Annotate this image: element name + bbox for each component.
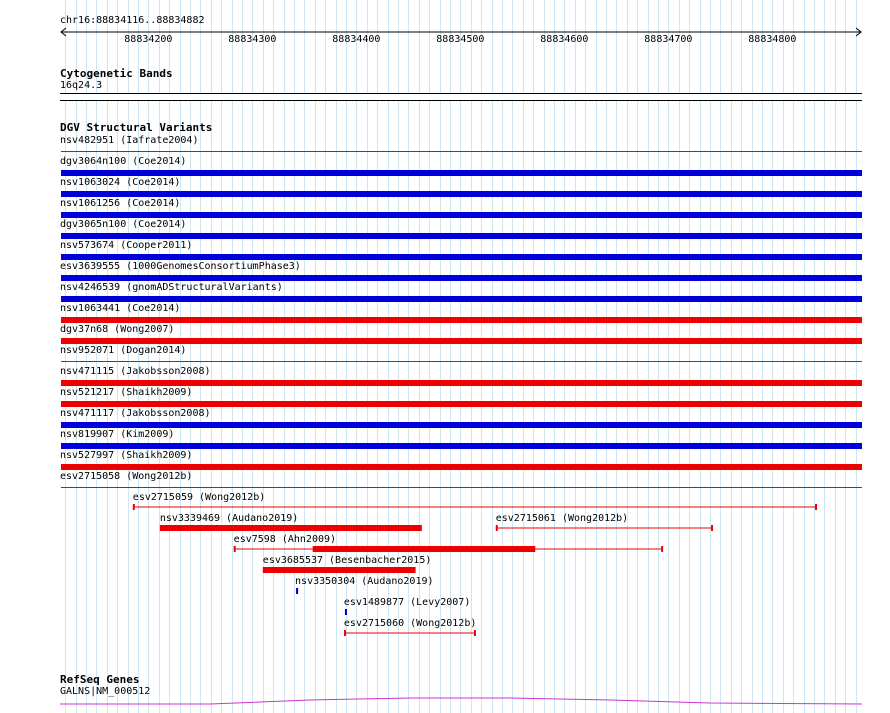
ruler-axis	[60, 27, 862, 37]
variant-label[interactable]: nsv1063441 (Coe2014)	[60, 303, 181, 314]
variant-glyph[interactable]	[61, 361, 862, 362]
variant-glyph[interactable]	[343, 630, 476, 636]
ruler-tick-label: 88834800	[748, 34, 797, 45]
variant-label[interactable]: nsv4246539 (gnomADStructuralVariants)	[60, 282, 283, 293]
variant-glyph[interactable]	[61, 338, 862, 344]
variant-glyph[interactable]	[233, 546, 664, 552]
variant-glyph[interactable]	[296, 588, 299, 594]
variant-label[interactable]: esv2715061 (Wong2012b)	[495, 513, 629, 524]
variant-glyph[interactable]	[61, 401, 862, 407]
variant-label[interactable]: nsv3350304 (Audano2019)	[295, 576, 434, 587]
variant-glyph[interactable]	[61, 191, 862, 197]
ruler-tick-label: 88834700	[644, 34, 693, 45]
variant-label[interactable]: nsv1061256 (Coe2014)	[60, 198, 181, 209]
variant-label[interactable]: nsv527997 (Shaikh2009)	[60, 450, 193, 461]
variant-label[interactable]: esv2715059 (Wong2012b)	[132, 492, 266, 503]
refseq-gene-label: GALNS|NM_000512	[60, 686, 151, 697]
variant-label[interactable]: nsv471117 (Jakobsson2008)	[60, 408, 211, 419]
ruler-tick-label: 88834500	[436, 34, 485, 45]
cytoband-label: 16q24.3	[60, 80, 103, 91]
variant-glyph[interactable]	[61, 170, 862, 176]
variant-glyph[interactable]	[495, 525, 714, 531]
variant-label[interactable]: esv3685537 (Besenbacher2015)	[262, 555, 432, 566]
variant-glyph[interactable]	[61, 233, 862, 239]
ruler-tick-label: 88834600	[540, 34, 589, 45]
refseq-gene-glyph[interactable]	[0, 695, 890, 711]
variant-glyph[interactable]	[61, 487, 862, 488]
variant-label[interactable]: esv1489877 (Levy2007)	[343, 597, 471, 608]
ruler-tick-label: 88834300	[228, 34, 277, 45]
refseq-track-title: RefSeq Genes	[60, 673, 140, 686]
variant-glyph[interactable]	[61, 464, 862, 470]
variant-label[interactable]: nsv471115 (Jakobsson2008)	[60, 366, 211, 377]
variant-glyph[interactable]	[61, 212, 862, 218]
variant-glyph[interactable]	[61, 380, 862, 386]
variant-label[interactable]: nsv819907 (Kim2009)	[60, 429, 175, 440]
variant-label[interactable]: nsv521217 (Shaikh2009)	[60, 387, 193, 398]
variant-glyph[interactable]	[61, 151, 862, 152]
variant-glyph[interactable]	[61, 443, 862, 449]
variant-glyph[interactable]	[344, 609, 347, 615]
variant-glyph[interactable]	[159, 525, 422, 531]
variant-label[interactable]: nsv3339469 (Audano2019)	[159, 513, 299, 524]
variant-glyph[interactable]	[61, 275, 862, 281]
variant-label[interactable]: dgv3065n100 (Coe2014)	[60, 219, 187, 230]
variant-label[interactable]: esv3639555 (1000GenomesConsortiumPhase3)	[60, 261, 301, 272]
variant-label[interactable]: nsv482951 (Iafrate2004)	[60, 135, 199, 146]
dgv-track-title: DGV Structural Variants	[60, 121, 213, 134]
variant-label[interactable]: esv2715058 (Wong2012b)	[60, 471, 193, 482]
variant-glyph[interactable]	[61, 317, 862, 323]
ruler-tick-label: 88834200	[124, 34, 173, 45]
variant-label[interactable]: dgv3064n100 (Coe2014)	[60, 156, 187, 167]
variant-label[interactable]: nsv573674 (Cooper2011)	[60, 240, 193, 251]
variant-label[interactable]: esv7598 (Ahn2009)	[233, 534, 337, 545]
cytoband-band[interactable]	[60, 93, 862, 101]
variant-glyph[interactable]	[61, 422, 862, 428]
variant-label[interactable]: dgv37n68 (Wong2007)	[60, 324, 175, 335]
variant-label[interactable]: nsv952071 (Dogan2014)	[60, 345, 187, 356]
cytoband-title: Cytogenetic Bands	[60, 67, 173, 80]
variant-label[interactable]: nsv1063024 (Coe2014)	[60, 177, 181, 188]
variant-glyph[interactable]	[132, 504, 818, 510]
variant-glyph[interactable]	[262, 567, 416, 573]
variant-label[interactable]: esv2715060 (Wong2012b)	[343, 618, 477, 629]
ruler-tick-label: 88834400	[332, 34, 381, 45]
variant-glyph[interactable]	[61, 296, 862, 302]
variant-glyph[interactable]	[61, 254, 862, 260]
region-label: chr16:88834116..88834882	[60, 15, 205, 26]
